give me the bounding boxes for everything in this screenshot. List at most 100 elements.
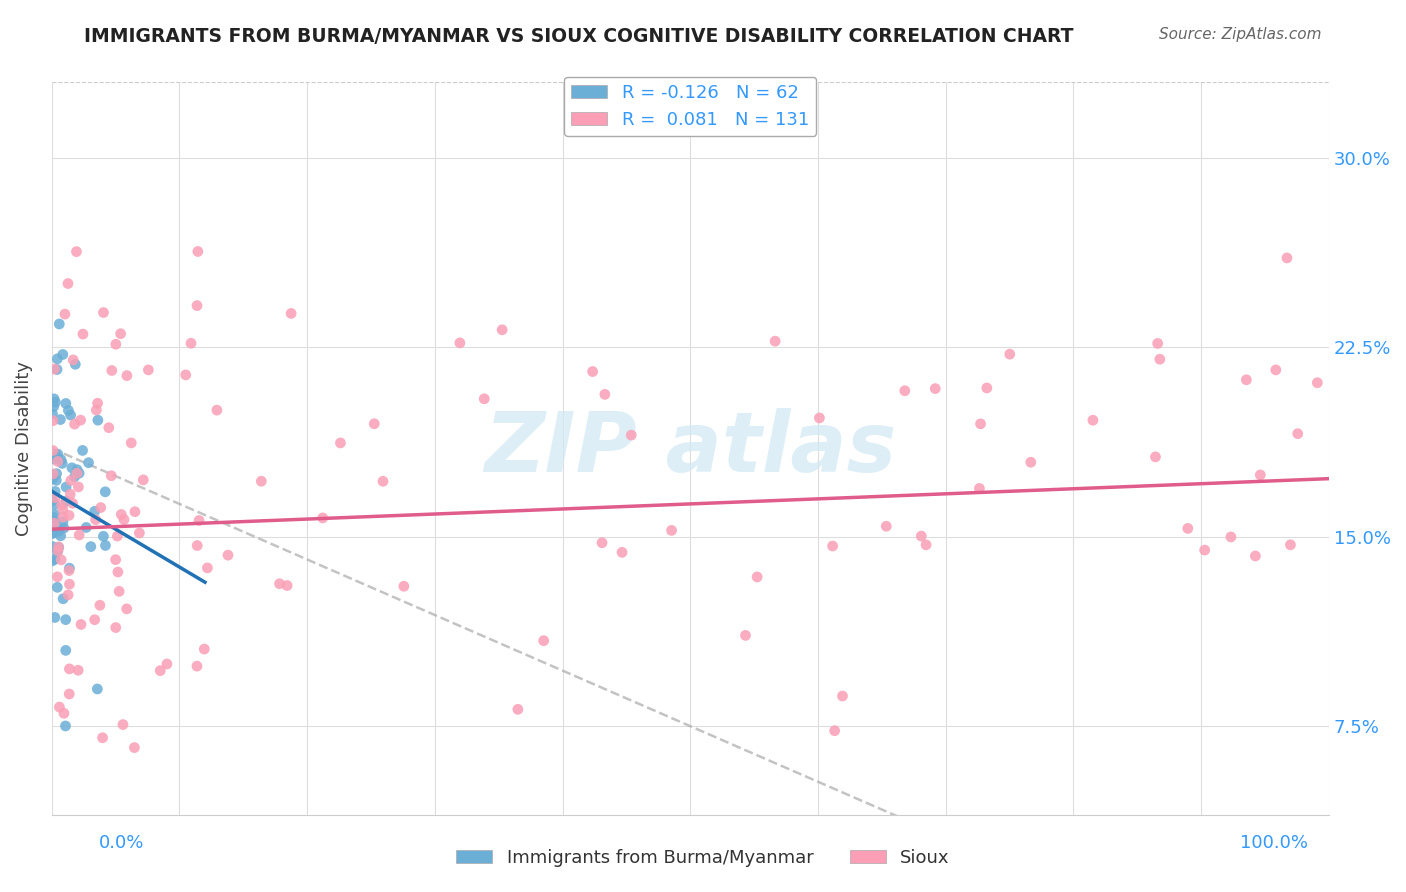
Point bbox=[187, 244, 209, 259]
Point bbox=[58, 662, 80, 676]
Point bbox=[193, 642, 215, 657]
Point bbox=[66, 466, 89, 480]
Point bbox=[1219, 530, 1241, 544]
Point bbox=[83, 504, 105, 518]
Point bbox=[94, 484, 117, 499]
Point bbox=[115, 368, 138, 383]
Point bbox=[87, 413, 110, 427]
Point bbox=[44, 610, 66, 624]
Point bbox=[910, 529, 932, 543]
Point bbox=[45, 467, 67, 481]
Point bbox=[1279, 538, 1302, 552]
Point bbox=[55, 396, 77, 410]
Point bbox=[100, 468, 122, 483]
Point bbox=[1286, 426, 1309, 441]
Point bbox=[48, 524, 70, 539]
Text: ZIP atlas: ZIP atlas bbox=[484, 408, 897, 489]
Point bbox=[56, 277, 79, 291]
Point bbox=[44, 362, 66, 376]
Point bbox=[188, 514, 211, 528]
Point bbox=[52, 591, 75, 606]
Point bbox=[55, 480, 77, 494]
Point bbox=[52, 347, 75, 361]
Point bbox=[1144, 450, 1167, 464]
Point bbox=[97, 420, 120, 434]
Point bbox=[1249, 467, 1271, 482]
Point bbox=[149, 664, 172, 678]
Point bbox=[44, 516, 66, 531]
Text: Source: ZipAtlas.com: Source: ZipAtlas.com bbox=[1159, 27, 1322, 42]
Point bbox=[747, 570, 769, 584]
Point bbox=[42, 472, 65, 486]
Point bbox=[42, 400, 65, 414]
Point bbox=[107, 565, 129, 579]
Text: 100.0%: 100.0% bbox=[1240, 834, 1308, 852]
Point bbox=[67, 528, 90, 542]
Point bbox=[93, 529, 115, 543]
Point bbox=[58, 687, 80, 701]
Point bbox=[104, 552, 127, 566]
Point bbox=[110, 326, 132, 341]
Point bbox=[506, 702, 529, 716]
Point bbox=[86, 403, 108, 417]
Point bbox=[42, 392, 65, 406]
Point bbox=[46, 544, 69, 558]
Point bbox=[180, 336, 202, 351]
Point bbox=[174, 368, 197, 382]
Point bbox=[72, 327, 94, 342]
Point bbox=[45, 474, 67, 488]
Point bbox=[55, 494, 77, 508]
Point bbox=[86, 396, 108, 410]
Point bbox=[90, 500, 112, 515]
Point bbox=[58, 564, 80, 578]
Point bbox=[67, 663, 90, 677]
Point bbox=[67, 466, 90, 480]
Point bbox=[60, 460, 83, 475]
Point bbox=[763, 334, 786, 348]
Point bbox=[472, 392, 495, 406]
Point bbox=[1019, 455, 1042, 469]
Point bbox=[49, 453, 72, 467]
Point bbox=[59, 474, 82, 488]
Point bbox=[1306, 376, 1329, 390]
Point bbox=[312, 511, 335, 525]
Point bbox=[66, 463, 89, 477]
Point bbox=[69, 413, 91, 427]
Point bbox=[67, 480, 90, 494]
Point bbox=[48, 317, 70, 331]
Point bbox=[46, 362, 69, 376]
Point bbox=[65, 244, 87, 259]
Point bbox=[329, 436, 352, 450]
Point bbox=[41, 554, 63, 568]
Legend: R = -0.126   N = 62, R =  0.081   N = 131: R = -0.126 N = 62, R = 0.081 N = 131 bbox=[564, 77, 817, 136]
Point bbox=[46, 570, 69, 584]
Point bbox=[110, 508, 132, 522]
Point bbox=[104, 337, 127, 351]
Point bbox=[62, 496, 84, 510]
Point bbox=[875, 519, 897, 533]
Point bbox=[101, 363, 124, 377]
Point bbox=[976, 381, 998, 395]
Point bbox=[58, 561, 80, 575]
Point bbox=[44, 452, 66, 467]
Point bbox=[1194, 543, 1216, 558]
Point bbox=[392, 579, 415, 593]
Point bbox=[276, 578, 298, 592]
Point bbox=[59, 408, 82, 422]
Point bbox=[44, 515, 66, 529]
Point bbox=[42, 443, 65, 458]
Point bbox=[49, 412, 72, 426]
Point bbox=[72, 443, 94, 458]
Point bbox=[44, 395, 66, 409]
Point bbox=[48, 540, 70, 554]
Point bbox=[1244, 549, 1267, 563]
Point bbox=[371, 475, 394, 489]
Point bbox=[610, 545, 633, 559]
Point bbox=[52, 521, 75, 535]
Point bbox=[824, 723, 846, 738]
Point bbox=[105, 529, 128, 543]
Point bbox=[46, 454, 69, 468]
Point bbox=[734, 628, 756, 642]
Point bbox=[111, 717, 134, 731]
Point bbox=[969, 417, 991, 431]
